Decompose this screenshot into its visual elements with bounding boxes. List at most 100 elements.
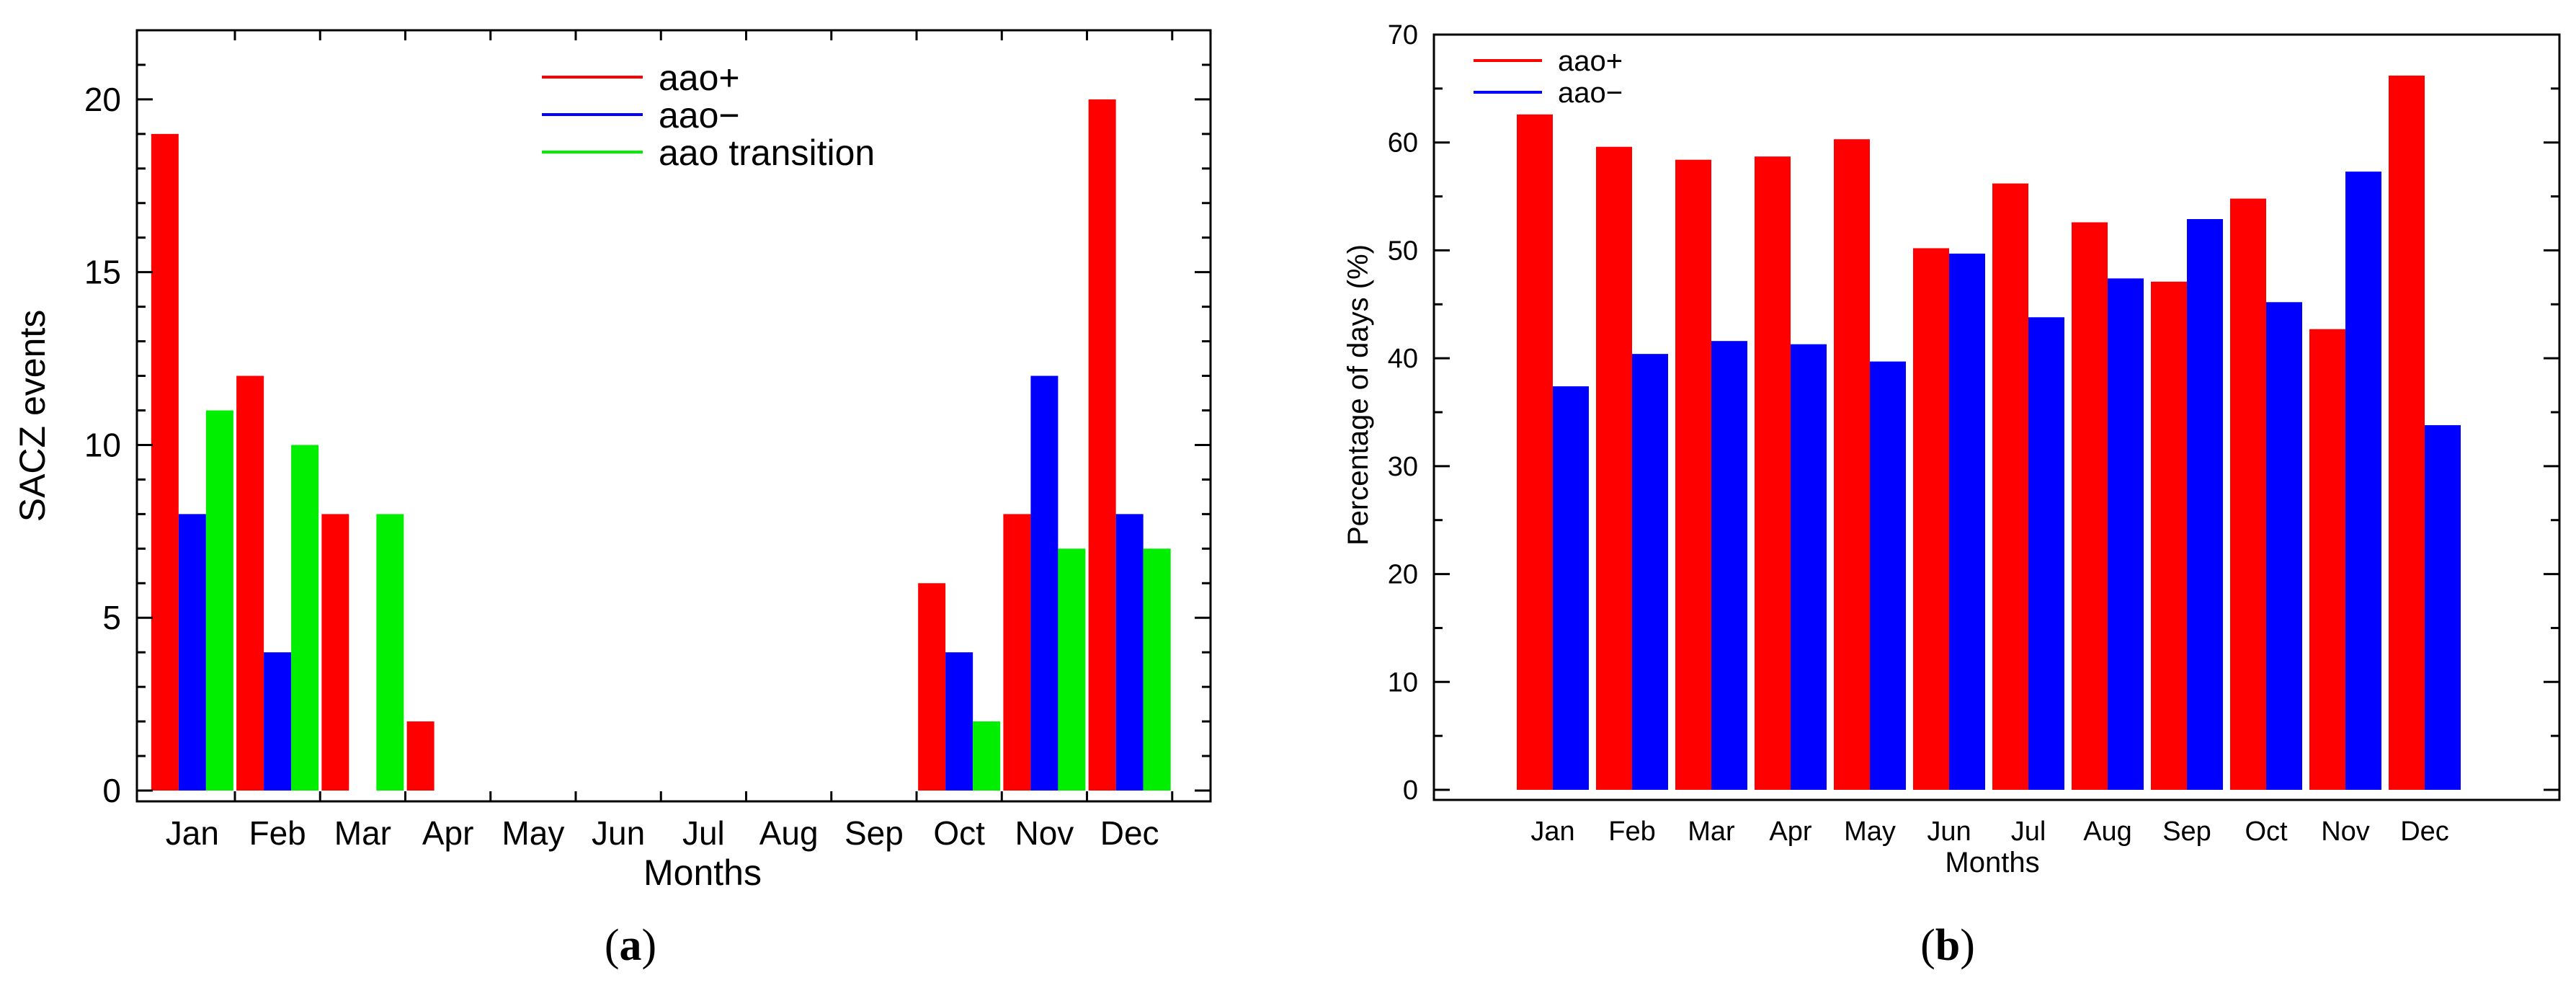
a-bar-aao-transition-mar bbox=[376, 514, 404, 791]
a-bar-aao-transition-feb bbox=[291, 445, 319, 791]
b-bar-aao-minus-jan bbox=[1553, 386, 1589, 790]
panel-a-bars bbox=[151, 99, 1171, 791]
a-xtick-label-sep: Sep bbox=[844, 814, 904, 852]
panel-a-caption-suffix: ) bbox=[642, 921, 657, 970]
b-ytick-label-10: 10 bbox=[1388, 667, 1418, 698]
a-xtick-label-jun: Jun bbox=[592, 814, 645, 852]
a-ytick-label-15: 15 bbox=[84, 254, 121, 291]
a-legend-label-aao-minusplus: aao+ bbox=[659, 58, 740, 98]
a-bar-aao-transition-oct bbox=[973, 721, 1001, 791]
panel-a-plot-frame bbox=[135, 29, 1212, 803]
panel-b-ylabel: Percentage of days (%) bbox=[1342, 244, 1374, 546]
a-ytick-label-10: 10 bbox=[84, 426, 121, 463]
b-bar-aao-minusplus-oct bbox=[2230, 198, 2266, 791]
b-bar-aao-minusplus-apr bbox=[1755, 156, 1791, 791]
b-xtick-label-aug: Aug bbox=[2083, 816, 2132, 847]
b-xtick-label-apr: Apr bbox=[1769, 816, 1811, 847]
b-legend-label-aao-minusplus: aao+ bbox=[1558, 45, 1623, 77]
b-xtick-label-jun: Jun bbox=[1927, 816, 1971, 847]
b-xtick-label-sep: Sep bbox=[2162, 816, 2211, 847]
panel-b-legend: aao+aao− bbox=[1474, 45, 1623, 109]
b-bar-aao-minusplus-sep bbox=[2151, 281, 2187, 790]
a-xtick-label-may: May bbox=[502, 814, 564, 852]
panel-a-caption-prefix: ( bbox=[605, 921, 620, 970]
a-xtick-label-aug: Aug bbox=[759, 814, 819, 852]
a-ytick-label-0: 0 bbox=[102, 772, 121, 809]
a-xtick-label-oct: Oct bbox=[933, 814, 985, 852]
a-bar-aao-minus-jan bbox=[178, 514, 206, 791]
panel-a-legend: aao+aao−aao transition bbox=[542, 58, 875, 173]
a-xtick-label-jan: Jan bbox=[166, 814, 219, 852]
a-ytick-label-20: 20 bbox=[84, 81, 121, 118]
b-bar-aao-minusplus-may bbox=[1834, 139, 1870, 791]
b-ytick-label-30: 30 bbox=[1388, 452, 1418, 482]
panel-b-caption: (b) bbox=[1920, 921, 1975, 970]
b-xtick-label-dec: Dec bbox=[2400, 816, 2449, 847]
panel-b-ticks: Jan Feb Mar Apr May Jun Jul Aug Sep Oct Nov Dec 0 10 2… bbox=[1388, 20, 2559, 847]
b-bar-aao-minusplus-mar bbox=[1675, 159, 1711, 790]
b-ytick-label-20: 20 bbox=[1388, 560, 1418, 590]
b-bar-aao-minus-aug bbox=[2108, 278, 2144, 791]
b-bar-aao-minus-jun bbox=[1949, 253, 1985, 790]
b-bar-aao-minusplus-dec bbox=[2389, 75, 2425, 791]
panel-a: Jan Feb Mar Apr May Jun Jul Aug Sep Oct Nov Dec 0 5 10… bbox=[12, 29, 1212, 970]
b-legend-label-aao-minus: aao− bbox=[1558, 77, 1623, 109]
a-bar-aao-minusplus-nov bbox=[1003, 514, 1031, 791]
a-ytick-label-5: 5 bbox=[102, 599, 121, 636]
b-bar-aao-minusplus-nov bbox=[2309, 329, 2345, 791]
panel-b-caption-prefix: ( bbox=[1920, 921, 1935, 970]
b-bar-aao-minusplus-jan bbox=[1517, 114, 1553, 790]
b-bar-aao-minus-oct bbox=[2266, 302, 2302, 790]
a-xtick-label-jul: Jul bbox=[682, 814, 725, 852]
a-xtick-label-nov: Nov bbox=[1015, 814, 1074, 852]
b-bar-aao-minusplus-jul bbox=[1992, 183, 2028, 790]
a-bar-aao-minusplus-apr bbox=[406, 721, 434, 791]
b-xtick-label-nov: Nov bbox=[2321, 816, 2370, 847]
b-bar-aao-minus-apr bbox=[1791, 344, 1827, 790]
b-ytick-label-50: 50 bbox=[1388, 236, 1418, 266]
b-bar-aao-minusplus-feb bbox=[1596, 146, 1632, 790]
panel-b-plot-frame bbox=[1432, 33, 2561, 801]
panel-b-xlabel: Months bbox=[1945, 847, 2039, 878]
panel-a-caption-letter: a bbox=[620, 921, 642, 970]
a-bar-aao-minusplus-mar bbox=[321, 514, 349, 791]
panel-a-xlabel: Months bbox=[643, 853, 762, 893]
a-legend-label-aao-transition: aao transition bbox=[659, 133, 875, 173]
a-bar-aao-minus-feb bbox=[264, 652, 292, 791]
panel-b-caption-letter: b bbox=[1935, 921, 1960, 970]
panel-a-ticks: Jan Feb Mar Apr May Jun Jul Aug Sep Oct Nov Dec 0 5 10… bbox=[84, 29, 1211, 852]
b-xtick-label-jul: Jul bbox=[2011, 816, 2046, 847]
a-xtick-label-feb: Feb bbox=[249, 814, 306, 852]
a-bar-aao-minusplus-dec bbox=[1088, 99, 1116, 791]
a-xtick-label-dec: Dec bbox=[1100, 814, 1159, 852]
b-bar-aao-minus-nov bbox=[2345, 172, 2381, 790]
panel-b: Jan Feb Mar Apr May Jun Jul Aug Sep Oct Nov Dec 0 10 2… bbox=[1342, 20, 2561, 970]
b-ytick-label-40: 40 bbox=[1388, 344, 1418, 374]
b-bar-aao-minus-feb bbox=[1632, 354, 1668, 790]
b-xtick-label-mar: Mar bbox=[1688, 816, 1735, 847]
b-bar-aao-minus-may bbox=[1870, 361, 1906, 790]
b-bar-aao-minus-jul bbox=[2028, 317, 2064, 790]
b-xtick-label-oct: Oct bbox=[2245, 816, 2288, 847]
a-xtick-label-apr: Apr bbox=[422, 814, 474, 852]
a-bar-aao-transition-nov bbox=[1058, 548, 1086, 791]
a-bar-aao-transition-jan bbox=[205, 410, 233, 791]
b-bar-aao-minus-dec bbox=[2425, 424, 2461, 790]
panel-b-bars bbox=[1517, 75, 2461, 791]
b-bar-aao-minus-sep bbox=[2187, 219, 2223, 790]
b-ytick-label-0: 0 bbox=[1403, 775, 1418, 806]
b-bar-aao-minus-mar bbox=[1711, 341, 1747, 790]
panel-a-caption: (a) bbox=[605, 921, 656, 970]
b-xtick-label-feb: Feb bbox=[1608, 816, 1655, 847]
b-ytick-label-60: 60 bbox=[1388, 128, 1418, 159]
b-bar-aao-minusplus-jun bbox=[1913, 248, 1949, 790]
a-xtick-label-mar: Mar bbox=[334, 814, 391, 852]
a-legend-label-aao-minus: aao− bbox=[659, 95, 740, 135]
a-bar-aao-transition-dec bbox=[1143, 548, 1171, 791]
a-bar-aao-minusplus-oct bbox=[918, 583, 946, 791]
a-bar-aao-minus-oct bbox=[945, 652, 973, 791]
b-xtick-label-may: May bbox=[1844, 816, 1896, 847]
a-bar-aao-minus-nov bbox=[1030, 375, 1059, 791]
a-bar-aao-minus-dec bbox=[1115, 514, 1144, 791]
